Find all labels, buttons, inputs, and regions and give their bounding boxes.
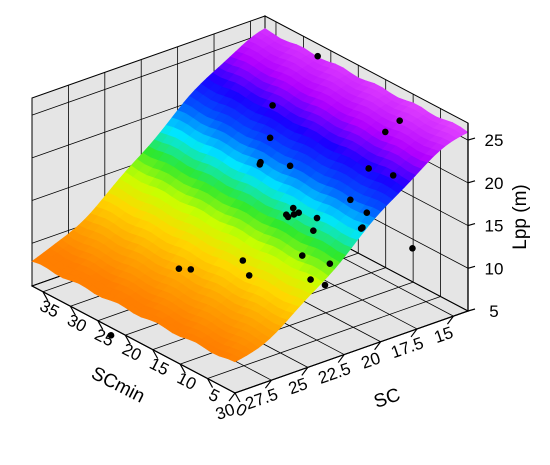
y-tick-mark bbox=[410, 328, 418, 338]
y-tick-mark bbox=[446, 315, 454, 325]
y-tick-mark bbox=[337, 354, 345, 363]
z-axis-label: Lpp (m) bbox=[510, 184, 531, 249]
data-point bbox=[239, 257, 247, 264]
z-tick-mark bbox=[467, 308, 476, 312]
x-tick-mark bbox=[124, 334, 131, 345]
x-tick-mark bbox=[234, 392, 241, 403]
grid-line bbox=[207, 296, 441, 379]
data-point bbox=[289, 204, 297, 212]
surface bbox=[31, 28, 469, 363]
axis-line bbox=[31, 285, 236, 394]
axis-line bbox=[234, 310, 469, 394]
data-point bbox=[284, 213, 292, 221]
z-tick-label: 5 bbox=[489, 302, 498, 321]
grid-line bbox=[31, 32, 266, 116]
data-point bbox=[326, 260, 334, 267]
data-point bbox=[409, 245, 416, 252]
data-point bbox=[314, 52, 321, 60]
z-tick-mark bbox=[467, 265, 476, 269]
z-tick-label: 20 bbox=[485, 174, 504, 193]
x-tick-mark bbox=[69, 305, 76, 316]
y-tick-mark bbox=[264, 379, 272, 389]
y-tick-mark bbox=[374, 341, 382, 351]
x-tick-mark bbox=[179, 363, 186, 374]
data-point bbox=[365, 165, 372, 172]
y-tick-label: 27.5 bbox=[243, 385, 280, 414]
z-tick-mark bbox=[467, 137, 476, 141]
data-point bbox=[175, 265, 183, 272]
data-point bbox=[286, 162, 294, 170]
y-tick-label: 17.5 bbox=[389, 333, 426, 362]
y-tick-mark bbox=[301, 367, 309, 376]
z-tick-mark bbox=[467, 180, 476, 184]
data-point bbox=[321, 281, 329, 289]
x-tick-mark bbox=[97, 320, 104, 330]
z-tick-label: 15 bbox=[485, 217, 504, 236]
y-tick-label: 22.5 bbox=[316, 359, 353, 388]
y-tick-label: 25 bbox=[286, 374, 310, 398]
data-point bbox=[298, 252, 306, 259]
data-point bbox=[363, 209, 371, 217]
y-tick-label: 15 bbox=[432, 323, 456, 347]
data-point bbox=[107, 332, 115, 339]
data-point bbox=[187, 266, 195, 273]
x-tick-mark bbox=[207, 378, 214, 388]
data-point bbox=[310, 227, 317, 234]
x-tick-mark bbox=[152, 349, 159, 359]
data-point bbox=[313, 214, 321, 222]
y-tick-label: 20 bbox=[359, 348, 383, 372]
data-point bbox=[359, 224, 366, 231]
data-point bbox=[290, 211, 298, 218]
data-point bbox=[245, 272, 253, 279]
data-point bbox=[347, 196, 354, 204]
data-point bbox=[396, 117, 403, 125]
data-point bbox=[307, 276, 314, 283]
x-tick-mark bbox=[42, 291, 49, 302]
y-axis-label: SC bbox=[371, 384, 403, 412]
y-tick-label: 30 bbox=[213, 400, 237, 424]
z-axis: 5 10 15 20 25 Lpp (m) bbox=[467, 123, 531, 321]
surface-patch bbox=[226, 354, 242, 363]
y-tick-mark bbox=[228, 392, 236, 402]
data-point bbox=[256, 161, 264, 168]
data-points bbox=[107, 52, 416, 339]
z-tick-label: 25 bbox=[485, 131, 504, 150]
data-point bbox=[266, 134, 274, 142]
z-tick-mark bbox=[467, 222, 476, 227]
data-point bbox=[389, 172, 397, 179]
x-axis-label: SCmin bbox=[88, 363, 148, 408]
z-tick-label: 10 bbox=[485, 259, 504, 278]
data-point bbox=[269, 102, 276, 109]
data-point bbox=[381, 128, 389, 136]
